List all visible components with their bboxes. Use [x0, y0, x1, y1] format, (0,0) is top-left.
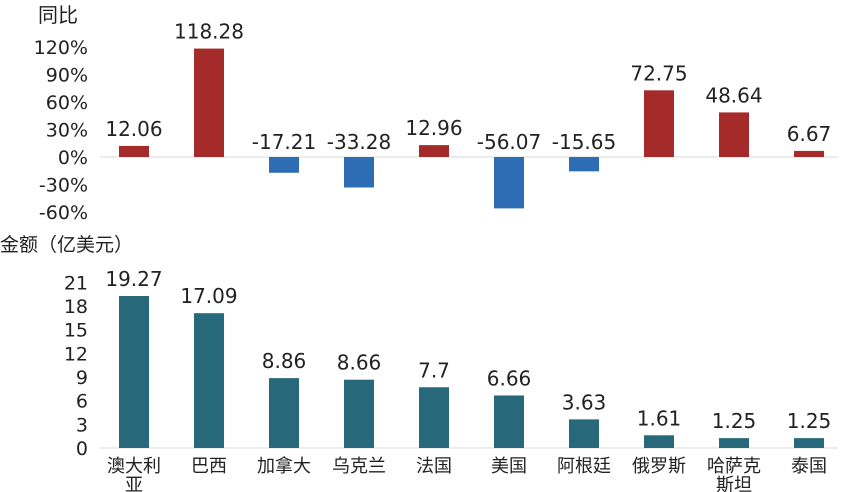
top-y-tick-label: 120%: [34, 37, 88, 59]
bottom-bar: [419, 387, 449, 448]
bottom-value-label: 17.09: [180, 284, 237, 308]
x-category-label: 乌克兰: [332, 456, 386, 477]
top-bar: [569, 157, 599, 172]
top-value-label: -17.21: [252, 130, 316, 154]
x-category-label: 阿根廷: [557, 456, 611, 477]
bottom-y-tick-label: 15: [64, 320, 88, 342]
top-y-tick-label: 90%: [46, 65, 88, 87]
bottom-bar: [719, 438, 749, 448]
top-value-label: 48.64: [705, 83, 762, 107]
x-category-label: 泰国: [791, 456, 827, 477]
bottom-bar: [569, 419, 599, 448]
x-category-label: 美国: [491, 456, 527, 477]
bottom-bar: [269, 378, 299, 448]
top-value-label: 118.28: [174, 20, 244, 44]
top-value-label: -33.28: [327, 130, 391, 154]
top-value-label: -56.07: [477, 130, 541, 154]
bottom-value-label: 7.7: [418, 358, 450, 382]
top-chart-title: 同比: [38, 3, 78, 27]
x-category-label: 斯坦: [716, 475, 752, 492]
bottom-value-label: 1.25: [787, 409, 832, 433]
top-value-label: 72.75: [630, 61, 687, 85]
bottom-y-tick-label: 3: [76, 414, 88, 436]
bottom-bar: [494, 395, 524, 448]
top-y-tick-label: 0%: [58, 147, 88, 169]
top-bar: [119, 145, 149, 157]
top-y-tick-label: 30%: [46, 120, 88, 142]
x-category-label: 亚: [125, 475, 143, 492]
x-category-label: 法国: [416, 456, 452, 477]
bottom-value-label: 8.66: [337, 351, 382, 375]
bottom-y-tick-label: 18: [64, 296, 88, 318]
top-chart-y-ticks: -60% -30% 0% 30% 60% 90% 120%: [34, 37, 88, 224]
bottom-bar: [344, 379, 374, 448]
top-chart-value-labels: 12.06 118.28 -17.21 -33.28 12.96 -56.07 -15.65…: [105, 20, 831, 154]
bottom-y-tick-label: 21: [64, 272, 88, 294]
bottom-chart-bars: [119, 296, 824, 448]
top-y-tick-label: -60%: [39, 202, 88, 224]
top-bar: [269, 157, 299, 173]
top-y-tick-label: -30%: [39, 175, 88, 197]
top-bar: [194, 48, 224, 157]
top-value-label: 12.06: [105, 117, 162, 141]
bottom-y-tick-label: 6: [76, 391, 88, 413]
top-bar: [494, 157, 524, 209]
top-value-label: 12.96: [405, 116, 462, 140]
top-bar: [794, 150, 824, 157]
bottom-value-label: 1.61: [637, 406, 682, 430]
bottom-bar: [194, 313, 224, 448]
bottom-y-tick-label: 9: [76, 367, 88, 389]
bottom-value-label: 3.63: [562, 390, 607, 414]
bottom-chart-title: 金额（亿美元）: [0, 234, 133, 256]
bottom-value-label: 6.66: [487, 366, 532, 390]
x-category-label: 加拿大: [257, 455, 311, 477]
top-bar: [644, 90, 674, 157]
bottom-bar: [119, 296, 149, 448]
bottom-bar: [794, 438, 824, 448]
top-bar: [344, 157, 374, 188]
bottom-value-label: 8.86: [262, 349, 307, 373]
x-category-label: 俄罗斯: [632, 456, 686, 477]
top-chart-bars: [119, 48, 824, 209]
top-bar: [719, 112, 749, 157]
x-category-label: 巴西: [191, 456, 227, 477]
bottom-y-tick-label: 12: [64, 343, 88, 365]
bottom-chart-value-labels: 19.27 17.09 8.86 8.66 7.7 6.66 3.63 1.61 1.25 1.2…: [105, 267, 831, 433]
x-category-label: 澳大利: [107, 456, 161, 477]
top-value-label: 6.67: [787, 122, 832, 146]
bottom-bar: [644, 435, 674, 448]
bottom-value-label: 1.25: [712, 409, 757, 433]
x-category-label: 哈萨克: [707, 456, 761, 477]
bottom-y-tick-label: 0: [76, 438, 88, 460]
top-y-tick-label: 60%: [46, 92, 88, 114]
bottom-value-label: 19.27: [105, 267, 162, 291]
top-bar: [419, 145, 449, 157]
top-value-label: -15.65: [552, 130, 616, 154]
